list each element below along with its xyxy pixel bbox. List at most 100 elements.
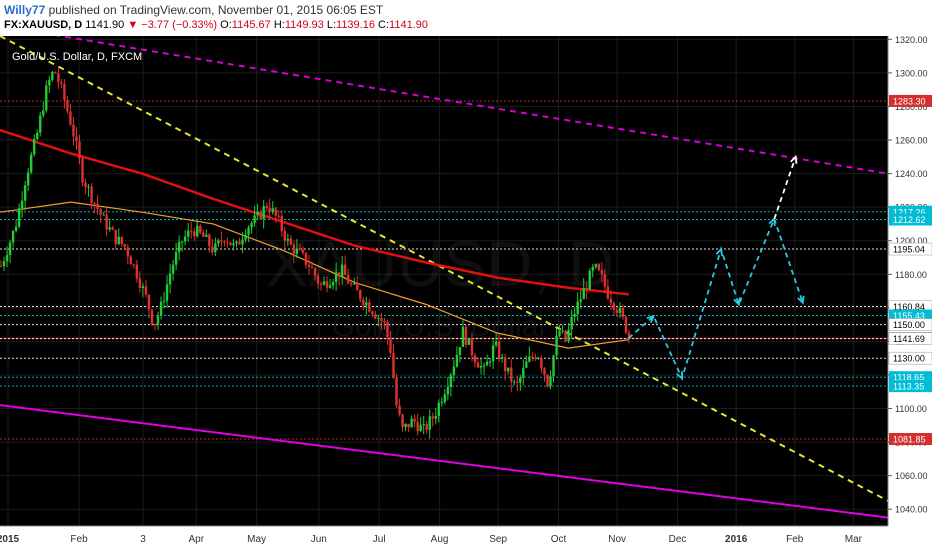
candle-body [467,338,471,345]
candle-body [531,356,534,358]
trendlines[interactable] [0,24,889,519]
candle-body [90,186,93,204]
candle-body [120,236,123,245]
candle-body [69,111,72,125]
candle-body [365,302,368,306]
candle-body [214,243,217,253]
candle-body [525,361,528,368]
chart-area[interactable]: XAUUSD, D Gold/U.S. Dollar Gold/U.S. Dol… [0,24,932,550]
candle-body [193,231,196,237]
candle-body [105,214,108,230]
candle-body [377,317,380,319]
y-tick-label: 1060.00 [895,471,928,481]
candle-body [331,282,335,286]
open-value: 1145.67 [231,19,271,31]
symbol-label[interactable]: FX:XAUUSD, D [4,19,83,31]
projection-arrow-head [733,297,741,307]
candle-body [5,255,9,262]
time-axis-panel[interactable] [0,526,932,550]
candle-body [491,345,495,362]
y-tick-label: 1320.00 [895,36,928,45]
trendline-lower-channel[interactable] [0,404,889,519]
author-link[interactable]: Willy77 [4,3,46,17]
candle-body [350,283,353,285]
candle-body [615,309,619,313]
candle-body [519,377,522,383]
level-label-box [889,380,932,393]
candle-body [522,367,525,378]
price-axis-panel[interactable] [888,36,932,550]
projection-final-line[interactable] [773,156,797,220]
candle-body [78,141,81,159]
candle-body [235,241,238,244]
candle-body [313,268,317,276]
candle-body [271,208,274,213]
candle-body [147,294,151,310]
candle-body [280,215,283,232]
candle-body [180,241,184,243]
time-axis[interactable]: 2015 Feb 3 Apr May Jun Jul Aug Sep Oct Nov Dec 2016 F… [0,534,863,545]
candle-body [232,243,235,246]
moving-averages [0,128,629,349]
open-label: O: [220,19,232,31]
x-tick-label: Dec [669,534,687,545]
chart-title: Gold/U.S. Dollar, D, FXCM [12,51,142,63]
candle-body [482,365,486,367]
candle-body [256,211,259,216]
candle-body [603,274,607,287]
trendline-upper-channel[interactable] [0,24,889,175]
trendline-falling-trend[interactable] [0,35,889,502]
candle-body [126,247,130,257]
x-tick-label: 2016 [725,534,748,545]
candle-body [425,424,428,430]
candle-body [150,309,154,324]
candle-body [588,270,591,290]
candle-body [389,337,392,353]
candle-body [516,381,519,383]
y-tick-label: 1180.00 [895,270,927,280]
close-label: C: [378,19,390,31]
candle-body [413,418,416,422]
candle-body [162,300,166,302]
projection-path[interactable] [628,154,805,381]
candle-body [549,376,552,387]
candle-body [552,355,555,377]
candle-body [555,335,558,356]
candle-body [609,298,613,304]
candle-body [325,281,329,288]
candle-body [57,73,60,83]
watermark: XAUUSD, D [266,228,615,300]
candle-body [428,416,431,430]
candle-body [84,182,87,188]
candle-body [597,264,601,271]
candle-body [114,229,117,244]
candle-body [72,124,75,137]
candle-body [250,223,253,228]
candle-body [277,215,280,217]
candle-body [340,264,344,278]
candle-body [262,206,265,219]
candle-body [419,424,422,432]
candle-body [458,346,462,355]
level-label: 1283.30 [893,96,926,106]
candle-body [111,227,114,230]
candle-body [573,313,576,317]
candle-body [29,154,33,173]
candle-body [404,423,407,428]
candle-body [8,242,12,256]
candle-body [540,358,543,369]
candle-body [244,234,247,240]
candle-body [295,248,299,254]
candle-body [591,266,594,271]
level-label: 1155.43 [893,311,925,321]
candle-body [199,225,202,233]
candle-body [621,307,625,317]
candle-body [594,264,597,267]
candle-body [45,85,48,111]
price-chart[interactable]: XAUUSD, D Gold/U.S. Dollar Gold/U.S. Dol… [0,24,932,550]
candle-body [449,375,453,388]
level-label: 1195.04 [893,245,925,255]
x-tick-label: 2015 [0,534,20,545]
level-label: 1118.65 [893,373,924,383]
candle-body [504,357,507,372]
